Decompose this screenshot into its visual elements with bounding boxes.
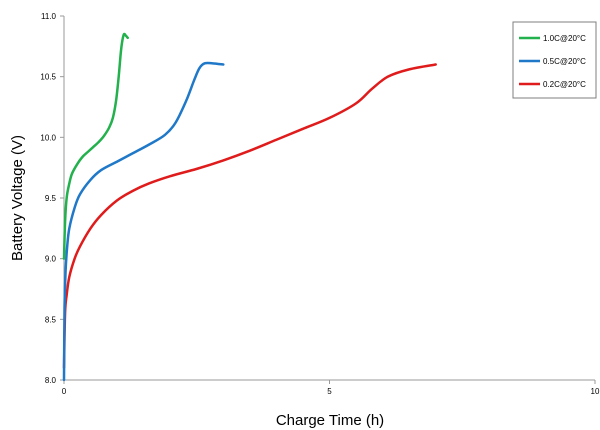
y-tick-label: 9.5 [45,194,57,203]
y-tick-label: 8.0 [45,376,57,385]
x-tick-label: 0 [62,387,67,396]
series-line-1 [62,61,225,382]
series-layer [62,32,437,382]
y-tick-label: 9.0 [45,255,57,264]
legend-label: 0.5C@20°C [543,57,586,66]
x-tick-label: 5 [327,387,332,396]
y-tick-label: 11.0 [41,12,57,21]
x-axis-title: Charge Time (h) [276,412,384,429]
series-line-2 [62,63,437,370]
x-axis-ticks: 0 5 10 [62,380,600,396]
legend-box [512,21,597,99]
plot-area [64,16,595,380]
y-axis-ticks: 8.0 8.5 9.0 9.5 10.0 10.5 11.0 [40,12,64,385]
legend: 1.0C@20°C 0.5C@20°C 0.2C@20°C [512,21,597,99]
y-axis-title: Battery Voltage (V) [9,135,26,261]
y-tick-label: 10.5 [40,73,56,82]
series-line-0 [62,32,129,260]
y-tick-label: 10.0 [40,133,56,142]
x-tick-label: 10 [591,387,600,396]
legend-label: 0.2C@20°C [543,80,586,89]
legend-label: 1.0C@20°C [543,34,586,43]
y-tick-label: 8.5 [45,315,57,324]
